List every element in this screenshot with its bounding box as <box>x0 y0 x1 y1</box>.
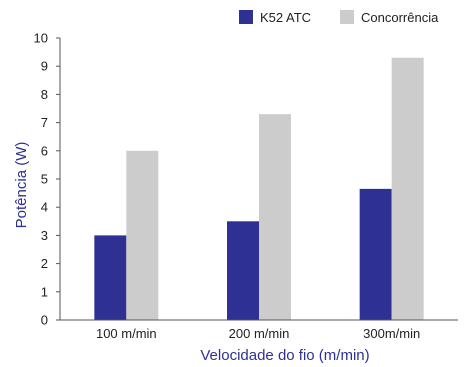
y-tick-label: 2 <box>41 256 48 271</box>
bar-k52-atc-2 <box>227 221 259 320</box>
bar-k52-atc-3 <box>359 188 392 320</box>
y-axis-title: Potência (W) <box>13 142 30 229</box>
y-tick-label: 9 <box>41 59 48 74</box>
x-tick-label: 100 m/min <box>96 326 157 341</box>
legend-label-k52-atc: K52 ATC <box>260 10 311 25</box>
y-tick-label: 3 <box>41 228 48 243</box>
legend-label-concorrencia: Concorrência <box>361 10 439 25</box>
bar-concorrencia-3 <box>391 57 424 321</box>
bar-concorrencia-1 <box>126 150 159 320</box>
x-axis-title: Velocidade do fio (m/min) <box>200 347 369 364</box>
legend: K52 ATC Concorrência <box>239 10 439 25</box>
x-tick-label: 200 m/min <box>229 326 290 341</box>
y-tick-label: 6 <box>41 143 48 158</box>
bars <box>94 57 424 321</box>
legend-swatch-k52-atc <box>239 10 253 24</box>
legend-swatch-concorrencia <box>340 10 354 24</box>
x-axis: 100 m/min 200 m/min 300m/min <box>60 319 458 341</box>
x-tick-label: 300m/min <box>363 326 420 341</box>
y-tick-label: 4 <box>41 200 48 215</box>
bar-concorrencia-2 <box>259 114 291 320</box>
y-tick-label: 1 <box>41 284 48 299</box>
y-tick-label: 10 <box>34 31 48 46</box>
y-tick-label: 7 <box>41 115 48 130</box>
y-tick-label: 0 <box>41 313 48 328</box>
y-tick-label: 8 <box>41 87 48 102</box>
y-axis: 0 1 2 3 4 5 6 7 8 9 10 <box>34 31 61 328</box>
y-tick-label: 5 <box>41 172 48 187</box>
bar-k52-atc-1 <box>94 235 127 320</box>
